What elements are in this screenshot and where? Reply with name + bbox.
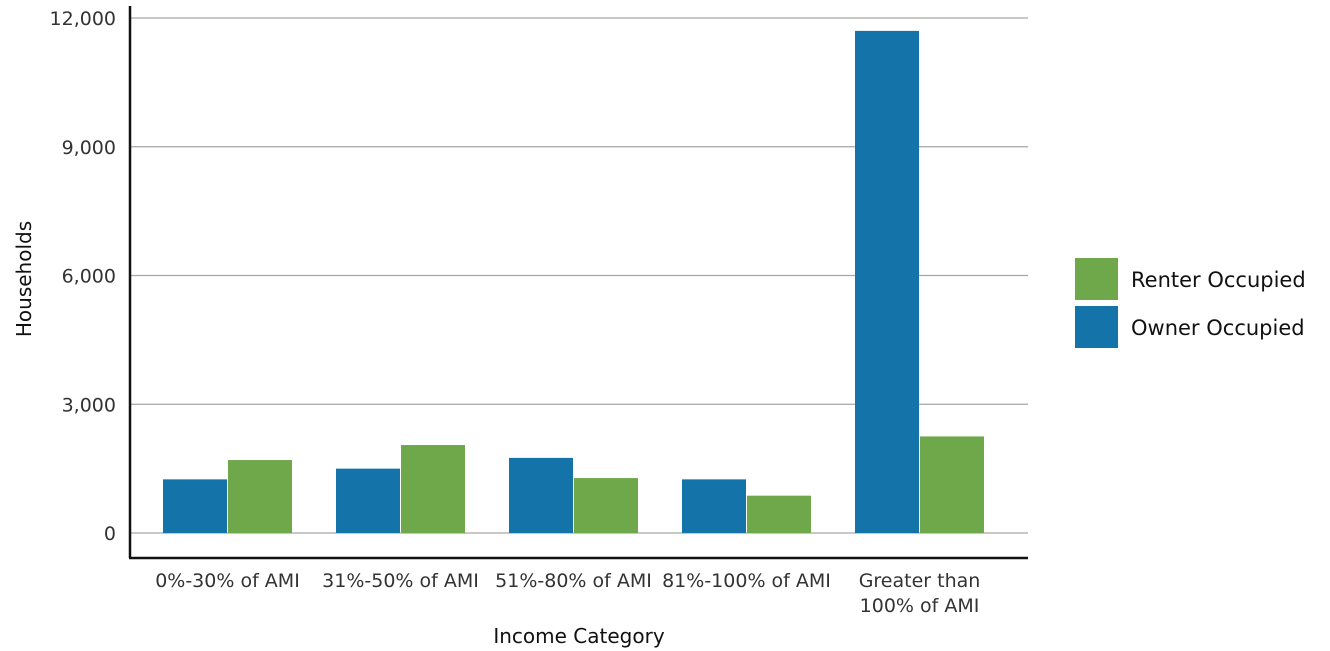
bar-owner-3: [682, 479, 746, 533]
bar-owner-0: [163, 479, 227, 533]
x-tick-label: 100% of AMI: [860, 595, 980, 617]
x-tick-label: 0%-30% of AMI: [155, 570, 300, 592]
legend-swatch: [1075, 258, 1118, 300]
bar-owner-1: [336, 468, 400, 533]
axes: [128, 6, 1028, 560]
y-tick-label: 9,000: [62, 137, 116, 159]
legend-label: Owner Occupied: [1131, 316, 1305, 340]
bar-owner-4: [855, 30, 919, 533]
y-axis-title: Households: [12, 221, 36, 337]
y-tick-label: 6,000: [62, 266, 116, 288]
bar-renter-4: [920, 436, 984, 533]
bar-renter-0: [228, 460, 292, 533]
bars: [163, 30, 984, 533]
y-tick-label: 0: [104, 523, 116, 545]
x-tick-label: 81%-100% of AMI: [662, 570, 831, 592]
y-tick-label: 12,000: [50, 8, 116, 30]
x-axis-title: Income Category: [493, 624, 664, 648]
bar-renter-1: [401, 445, 465, 533]
x-tick-label: 31%-50% of AMI: [322, 570, 479, 592]
bar-owner-2: [509, 457, 573, 533]
x-tick-label: 51%-80% of AMI: [495, 570, 652, 592]
bar-renter-3: [747, 495, 811, 533]
legend: Renter Occupied Owner Occupied: [1075, 258, 1306, 348]
legend-label: Renter Occupied: [1131, 268, 1306, 292]
x-tick-labels: 0%-30% of AMI 31%-50% of AMI 51%-80% of AM…: [155, 570, 980, 617]
bar-renter-2: [574, 478, 638, 533]
y-tick-labels: 0 3,000 6,000 9,000 12,000: [50, 8, 116, 545]
y-tick-label: 3,000: [62, 394, 116, 416]
x-tick-label: Greater than: [859, 570, 981, 592]
legend-swatch: [1075, 306, 1118, 348]
